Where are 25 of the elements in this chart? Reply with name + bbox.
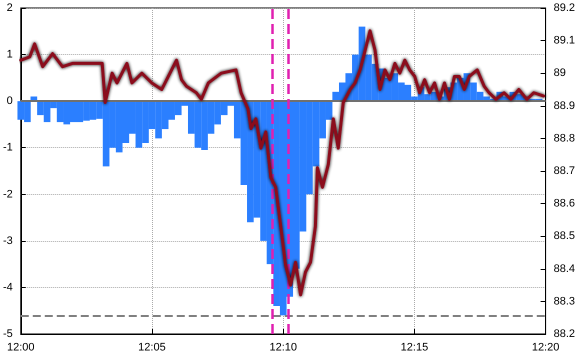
x-tick-label: 12:20 <box>532 342 560 353</box>
y2-tick-label: 88.7 <box>554 165 576 177</box>
y2-tick-label: 88.5 <box>554 230 576 242</box>
y2-tick-label: 89.1 <box>554 34 576 47</box>
y-tick-label: -1 <box>3 142 13 154</box>
x-tick-label: 12:15 <box>400 342 428 353</box>
y2-tick-label: 89.2 <box>554 2 576 14</box>
y-tick-label: -5 <box>3 328 13 340</box>
y2-tick-label: 88.2 <box>554 328 576 340</box>
y-tick-label: -3 <box>3 234 13 247</box>
y-tick-label: -4 <box>3 281 13 294</box>
x-tick-label: 12:00 <box>7 342 35 353</box>
y-tick-label: -2 <box>3 188 13 200</box>
y2-tick-label: 88.6 <box>554 198 576 210</box>
y2-tick-label: 88.8 <box>554 132 576 144</box>
y2-tick-label: 88.4 <box>554 262 576 275</box>
y2-tick-label: 88.3 <box>554 295 576 308</box>
line-series <box>19 29 546 296</box>
x-tick-label: 12:10 <box>270 342 298 353</box>
x-tick-label: 12:05 <box>138 342 166 353</box>
y-tick-label: 2 <box>6 2 13 14</box>
y2-tick-label: 89 <box>554 67 566 80</box>
y2-tick-label: 88.9 <box>554 100 576 112</box>
y-tick-label: 0 <box>6 95 13 108</box>
y-tick-label: 1 <box>6 48 13 61</box>
